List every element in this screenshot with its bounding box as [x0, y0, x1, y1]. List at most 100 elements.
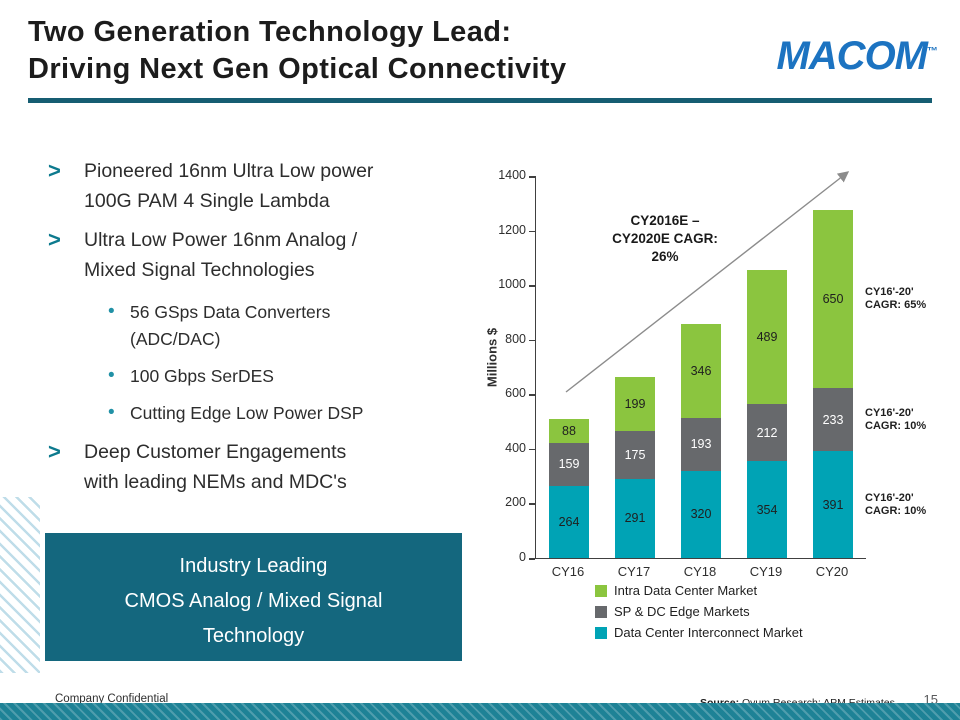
bar-value-label: 291 [624, 511, 646, 526]
cagr-side-annotation: CY16'-20' CAGR: 10% [865, 491, 927, 517]
chevron-bullet-icon: > [48, 439, 61, 464]
bar-value-label: 489 [756, 329, 778, 344]
bar-value-label: 391 [822, 497, 844, 512]
legend-label: Data Center Interconnect Market [614, 625, 803, 640]
x-axis-label: CY18 [683, 564, 717, 579]
y-axis-tick-mark [529, 339, 535, 342]
legend-item: SP & DC Edge Markets [595, 605, 803, 619]
y-axis-tick-mark [529, 503, 535, 505]
chart-legend: Intra Data Center Market SP & DC Edge Mar… [595, 584, 803, 647]
bar-segment: 489 [747, 270, 787, 404]
highlight-box-text: Industry Leading CMOS Analog / Mixed Sig… [124, 555, 383, 647]
legend-swatch [595, 627, 607, 639]
bar-cy19: 354 212 489 [747, 270, 787, 558]
bullet-item: > Pioneered 16nm Ultra Low power 100G PA… [48, 156, 478, 216]
bar-segment: 233 [813, 387, 853, 452]
bar-segment: 88 [549, 418, 589, 443]
legend-swatch [595, 585, 607, 597]
decorative-strip-bottom [0, 703, 960, 720]
confidential-label: Company Confidential [55, 693, 169, 705]
chevron-bullet-icon: > [48, 227, 61, 252]
bar-value-label: 159 [558, 457, 580, 472]
bar-segment: 320 [681, 470, 721, 558]
bar-segment: 391 [813, 451, 853, 558]
y-axis-tick-mark [529, 394, 535, 396]
bullet-item: > Ultra Low Power 16nm Analog / Mixed Si… [48, 225, 478, 285]
highlight-box: Industry Leading CMOS Analog / Mixed Sig… [45, 533, 462, 661]
bar-segment: 354 [747, 461, 787, 558]
bullet-text: Deep Customer Engagements with leading N… [84, 441, 347, 493]
trademark-symbol: ™ [927, 45, 938, 58]
bar-cy16: 264 159 88 [549, 418, 589, 558]
bar-segment: 650 [813, 210, 853, 388]
y-axis-tick-label: 1000 [498, 277, 526, 292]
bar-segment: 175 [615, 430, 655, 479]
y-axis-tick-label: 0 [519, 550, 526, 564]
y-axis-tick-label: 1200 [498, 222, 526, 237]
y-axis-tick-label: 200 [505, 495, 526, 510]
bullet-text: 56 GSps Data Converters (ADC/DAC) [130, 302, 331, 349]
bar-value-label: 650 [822, 292, 844, 307]
bullet-text: 100 Gbps SerDES [130, 366, 274, 386]
bullet-text: Pioneered 16nm Ultra Low power 100G PAM … [84, 160, 374, 212]
y-axis-tick-label: 600 [505, 386, 526, 401]
bar-value-label: 354 [756, 502, 778, 517]
bar-value-label: 175 [624, 447, 646, 462]
macom-logo: MACOM™ [776, 34, 938, 79]
dot-bullet-icon: • [108, 402, 115, 423]
bar-segment: 212 [747, 403, 787, 462]
dot-bullet-icon: • [108, 301, 115, 322]
y-axis-tick-mark [529, 558, 535, 560]
bar-value-label: 320 [690, 507, 712, 522]
y-axis-tick-mark [529, 285, 535, 287]
x-axis-label: CY16 [551, 564, 585, 579]
cagr-side-annotation: CY16'-20' CAGR: 65% [865, 286, 927, 312]
bar-value-label: 193 [690, 437, 712, 452]
bar-cy18: 320 193 346 [681, 323, 721, 558]
bar-value-label: 233 [822, 412, 844, 427]
legend-swatch [595, 606, 607, 618]
bullet-text: Cutting Edge Low Power DSP [130, 403, 364, 423]
bar-cy20: 391 233 650 [813, 210, 853, 558]
bullet-text: Ultra Low Power 16nm Analog / Mixed Sign… [84, 229, 358, 281]
title-divider [28, 98, 932, 103]
cagr-side-annotation: CY16'-20' CAGR: 10% [865, 406, 927, 432]
bullet-list: > Pioneered 16nm Ultra Low power 100G PA… [48, 156, 478, 506]
bar-segment: 291 [615, 478, 655, 558]
sub-bullet-item: • 56 GSps Data Converters (ADC/DAC) [48, 299, 478, 353]
bar-segment: 264 [549, 485, 589, 558]
bar-segment: 199 [615, 376, 655, 431]
dot-bullet-icon: • [108, 365, 115, 386]
chevron-bullet-icon: > [48, 158, 61, 183]
y-axis-tick-mark [529, 176, 535, 178]
decorative-stripes-left [0, 497, 40, 673]
x-axis-label: CY20 [815, 564, 849, 579]
bar-segment: 346 [681, 323, 721, 419]
legend-label: SP & DC Edge Markets [614, 604, 750, 619]
legend-item: Data Center Interconnect Market [595, 626, 803, 640]
page-title: Two Generation Technology Lead: Driving … [28, 16, 567, 85]
bar-segment: 193 [681, 418, 721, 471]
stacked-bar-chart: Millions $ 264 159 88 291 175 199 320 193 346 354… [470, 160, 960, 660]
macom-logo-text: MACOM [776, 34, 928, 78]
bar-value-label: 264 [558, 514, 580, 529]
bar-value-label: 199 [624, 396, 646, 411]
x-axis-label: CY19 [749, 564, 783, 579]
legend-item: Intra Data Center Market [595, 584, 803, 598]
sub-bullet-item: • Cutting Edge Low Power DSP [48, 400, 478, 427]
legend-label: Intra Data Center Market [614, 583, 758, 598]
sub-bullet-item: • 100 Gbps SerDES [48, 363, 478, 390]
bar-segment: 159 [549, 442, 589, 486]
bullet-item: > Deep Customer Engagements with leading… [48, 437, 478, 497]
y-axis-tick-label: 1400 [498, 168, 526, 182]
bar-value-label: 346 [690, 363, 712, 378]
y-axis-tick-mark [529, 448, 535, 451]
bar-cy17: 291 175 199 [615, 376, 655, 558]
y-axis-tick-label: 400 [505, 440, 526, 455]
y-axis-tick-label: 800 [505, 331, 526, 346]
bar-value-label: 88 [562, 423, 576, 438]
x-axis-label: CY17 [617, 564, 651, 579]
cagr-annotation: CY2016E – CY2020E CAGR: 26% [612, 213, 718, 264]
y-axis-tick-mark [529, 230, 535, 233]
